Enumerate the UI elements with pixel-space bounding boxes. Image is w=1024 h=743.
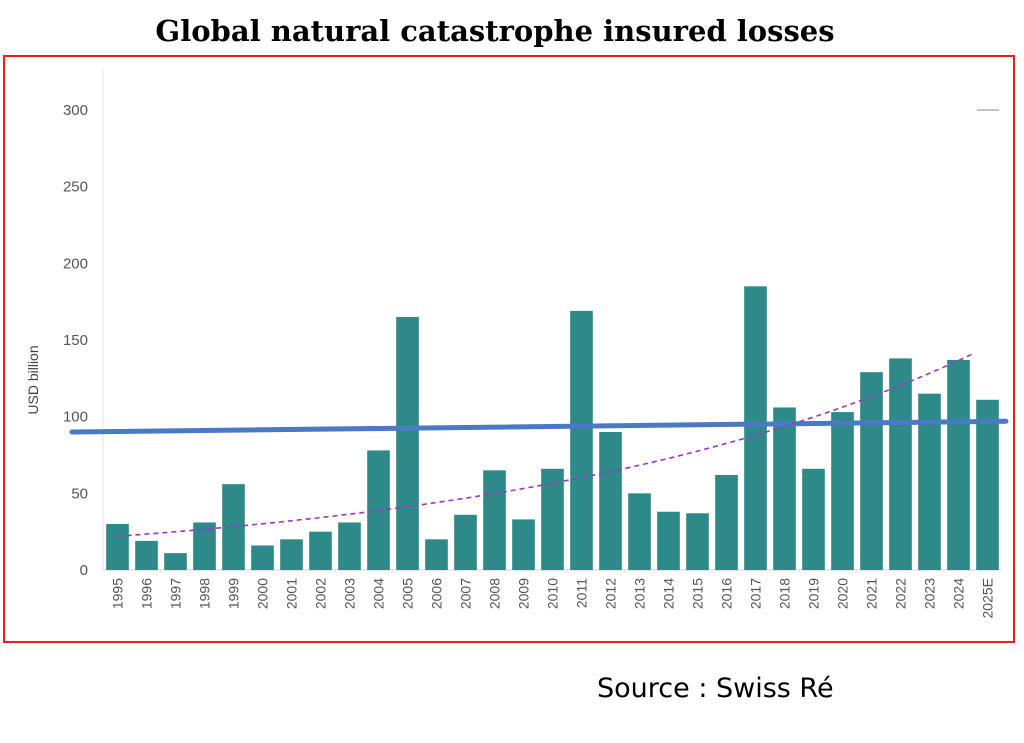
bar: [280, 539, 303, 570]
bar: [686, 513, 709, 570]
x-tick-label: 1996: [139, 578, 155, 609]
x-tick-label: 2016: [719, 578, 735, 609]
bar: [541, 468, 564, 570]
bar: [773, 407, 796, 570]
x-tick-label: 2000: [255, 578, 271, 609]
x-tick-label: 2011: [574, 578, 590, 608]
x-tick-label: 2025E: [980, 578, 996, 618]
x-tick-label: 2017: [748, 578, 764, 609]
y-tick-label: 150: [63, 332, 88, 349]
x-tick-label: 2013: [632, 578, 648, 609]
x-tick-label: 2012: [603, 578, 619, 609]
bar: [802, 468, 825, 570]
x-tick-label: 2015: [690, 578, 706, 609]
bar: [744, 286, 767, 570]
x-tick-label: 2010: [545, 578, 561, 609]
x-tick-label: 1998: [197, 578, 213, 609]
x-tick-label: 2019: [806, 578, 822, 609]
bar: [628, 493, 651, 570]
x-tick-label: 2014: [661, 578, 677, 609]
x-tick-label: 2003: [342, 578, 358, 609]
x-tick-label: 2007: [458, 578, 474, 609]
bar: [135, 540, 158, 570]
x-tick-label: 2005: [400, 578, 416, 609]
bar: [164, 553, 187, 570]
bar: [193, 522, 216, 570]
x-tick-label: 2001: [284, 578, 300, 609]
x-tick-label: 2002: [313, 578, 329, 609]
chart-frame: [3, 55, 1015, 643]
bar: [309, 531, 332, 570]
x-tick-label: 2022: [893, 578, 909, 609]
bar: [396, 317, 419, 570]
bar: [657, 511, 680, 570]
y-tick-label: 300: [63, 102, 88, 119]
bar: [338, 522, 361, 570]
x-tick-label: 2018: [777, 578, 793, 609]
x-tick-label: 2020: [835, 578, 851, 609]
chart-title: Global natural catastrophe insured losse…: [155, 14, 835, 48]
bar: [715, 474, 738, 570]
x-tick-label: 1995: [110, 578, 126, 609]
bar: [860, 372, 883, 570]
bar: [947, 359, 970, 570]
bar: [106, 524, 129, 570]
x-tick-label: 1997: [168, 578, 184, 609]
linear-trendline: [69, 418, 1009, 435]
bar: [976, 399, 999, 570]
bar: [831, 412, 854, 570]
bar: [483, 470, 506, 570]
bar: [570, 310, 593, 570]
x-tick-label: 2009: [516, 578, 532, 609]
y-tick-label: 100: [63, 409, 88, 426]
y-tick-label: 0: [80, 562, 88, 579]
x-tick-label: 1999: [226, 578, 242, 609]
bar: [222, 484, 245, 570]
bar: [599, 432, 622, 570]
x-tick-label: 2008: [487, 578, 503, 609]
bar: [889, 358, 912, 570]
bar: [251, 545, 274, 570]
source-note: Source : Swiss Ré: [597, 673, 834, 704]
bar: [918, 393, 941, 570]
y-tick-label: 200: [63, 255, 88, 272]
x-tick-label: 2023: [922, 578, 938, 609]
bar: [425, 539, 448, 570]
x-tick-label: 2006: [429, 578, 445, 609]
y-tick-label: 50: [71, 485, 88, 502]
bar: [512, 519, 535, 570]
x-tick-label: 2004: [371, 578, 387, 609]
y-tick-label: 250: [63, 179, 88, 196]
x-tick-label: 2021: [864, 578, 880, 609]
y-axis-label: USD billion: [25, 345, 41, 414]
x-tick-label: 2024: [951, 578, 967, 609]
bar: [454, 514, 477, 570]
